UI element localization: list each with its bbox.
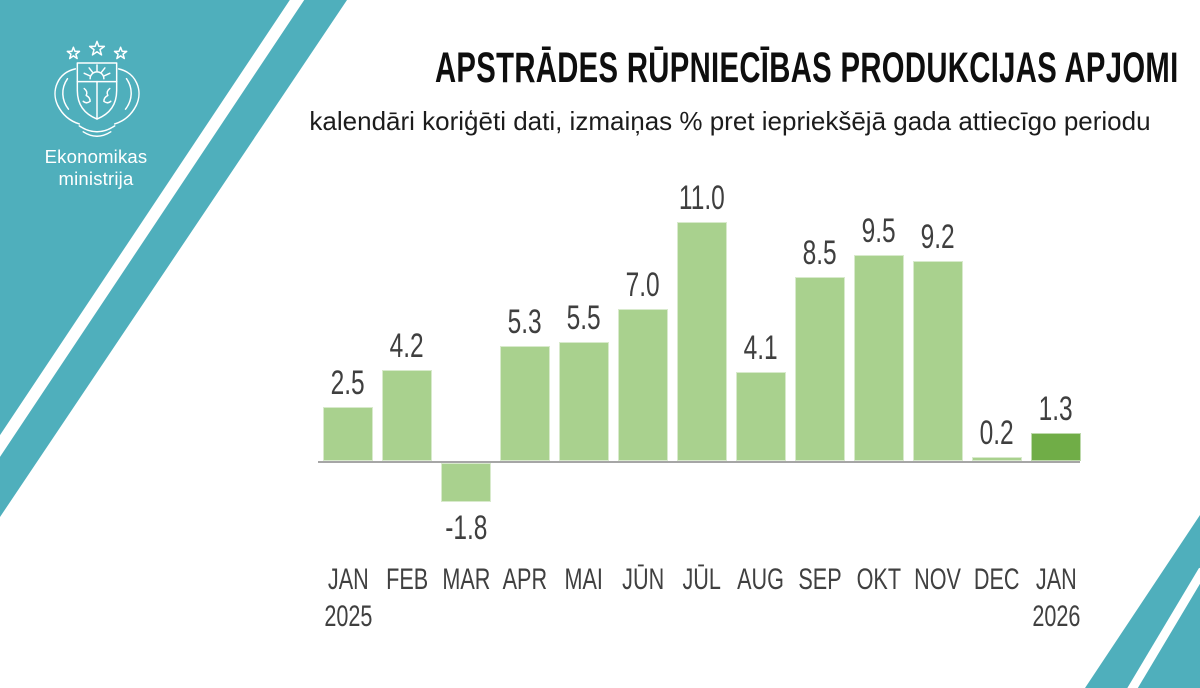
right-supporter [113, 68, 140, 125]
chart-bar-jūn-5 [618, 309, 668, 461]
x-axis-tick-label: APR [502, 563, 548, 596]
chart-bar-feb-1 [382, 369, 432, 461]
bar-value-label: 8.5 [802, 233, 838, 272]
left-supporter [54, 68, 81, 125]
page-subtitle: kalendāri koriģēti dati, izmaiņas % pret… [309, 106, 1151, 136]
x-axis-tick-label: JAN [1035, 563, 1077, 596]
page-title: APSTRĀDES RŪPNIECĪBAS PRODUKCIJAS APJOMI [434, 44, 1179, 92]
chart-bar-jan-0 [323, 406, 373, 461]
chart-bar-aug-7 [736, 372, 786, 461]
teal-triangle-shape [1085, 515, 1200, 688]
x-axis-tick-label: JAN [327, 563, 369, 596]
bar-value-label: 1.3 [1038, 389, 1074, 428]
ministry-name: Ekonomikas ministrija [44, 146, 148, 189]
griffin-quarter [103, 87, 112, 104]
sun-rays [83, 64, 111, 77]
branch-decoration [82, 131, 112, 137]
chart-bar-jan-12 [1031, 432, 1081, 461]
chart-bar-mar-2 [441, 463, 491, 503]
x-axis-tick-label: OKT [856, 563, 902, 596]
star-icon [88, 40, 106, 56]
slide-title-row: APSTRĀDES RŪPNIECĪBAS PRODUKCIJAS APJOMI [260, 44, 1200, 93]
bar-value-label: 4.2 [389, 326, 425, 365]
lion-quarter [82, 87, 91, 104]
sun-icon [89, 71, 105, 80]
bar-value-label: 9.2 [920, 218, 956, 257]
bar-chart: 2.5 JAN 4.2 FEB -1.8 MAR 5.3 APR 5.5 MAI 7.0 JŪN 11.… [318, 170, 1093, 660]
bar-value-label: 11.0 [679, 179, 725, 218]
star-icon [66, 46, 81, 60]
chart-bar-okt-9 [854, 254, 904, 461]
x-axis-tick-label: FEB [385, 563, 429, 596]
diagonal-stripe [1127, 567, 1200, 688]
x-axis-year-label: 2025 [323, 600, 373, 633]
x-axis-line [318, 461, 1080, 463]
x-axis-tick-label: AUG [737, 563, 785, 596]
slide-subtitle-row: kalendāri koriģēti dati, izmaiņas % pret… [230, 106, 1200, 137]
bar-value-label: 0.2 [979, 413, 1015, 452]
bar-value-label: 4.1 [743, 329, 779, 368]
bar-value-label: 5.5 [566, 298, 602, 337]
x-axis-tick-label: JŪL [682, 563, 722, 596]
chart-bar-jūl-6 [677, 222, 727, 461]
diagonal-stripe [0, 0, 305, 457]
chart-bar-dec-11 [972, 456, 1022, 461]
x-axis-tick-label: MAI [564, 563, 604, 596]
bar-value-label: 7.0 [625, 266, 661, 305]
bar-value-label: 5.3 [507, 302, 543, 341]
x-axis-tick-label: NOV [914, 563, 962, 596]
bar-value-label: 2.5 [330, 363, 366, 402]
chart-bar-mai-4 [559, 341, 609, 461]
bar-value-label: 9.5 [861, 211, 897, 250]
chart-bar-sep-8 [795, 276, 845, 461]
x-axis-tick-label: JŪN [621, 563, 665, 596]
chart-bar-apr-3 [500, 345, 550, 461]
star-icon [113, 46, 128, 60]
latvia-coat-of-arms-icon [54, 40, 140, 137]
branch-decoration [78, 125, 116, 133]
chart-bar-nov-10 [913, 261, 963, 461]
x-axis-tick-label: DEC [974, 563, 1020, 596]
left-supporter-inner [62, 77, 70, 110]
bar-value-label: -1.8 [444, 509, 488, 548]
right-supporter-inner [124, 77, 132, 110]
teal-corner-bottom-right [1085, 515, 1200, 688]
x-axis-year-label: 2026 [1031, 600, 1081, 633]
x-axis-tick-label: SEP [798, 563, 842, 596]
x-axis-tick-label: MAR [441, 563, 490, 596]
